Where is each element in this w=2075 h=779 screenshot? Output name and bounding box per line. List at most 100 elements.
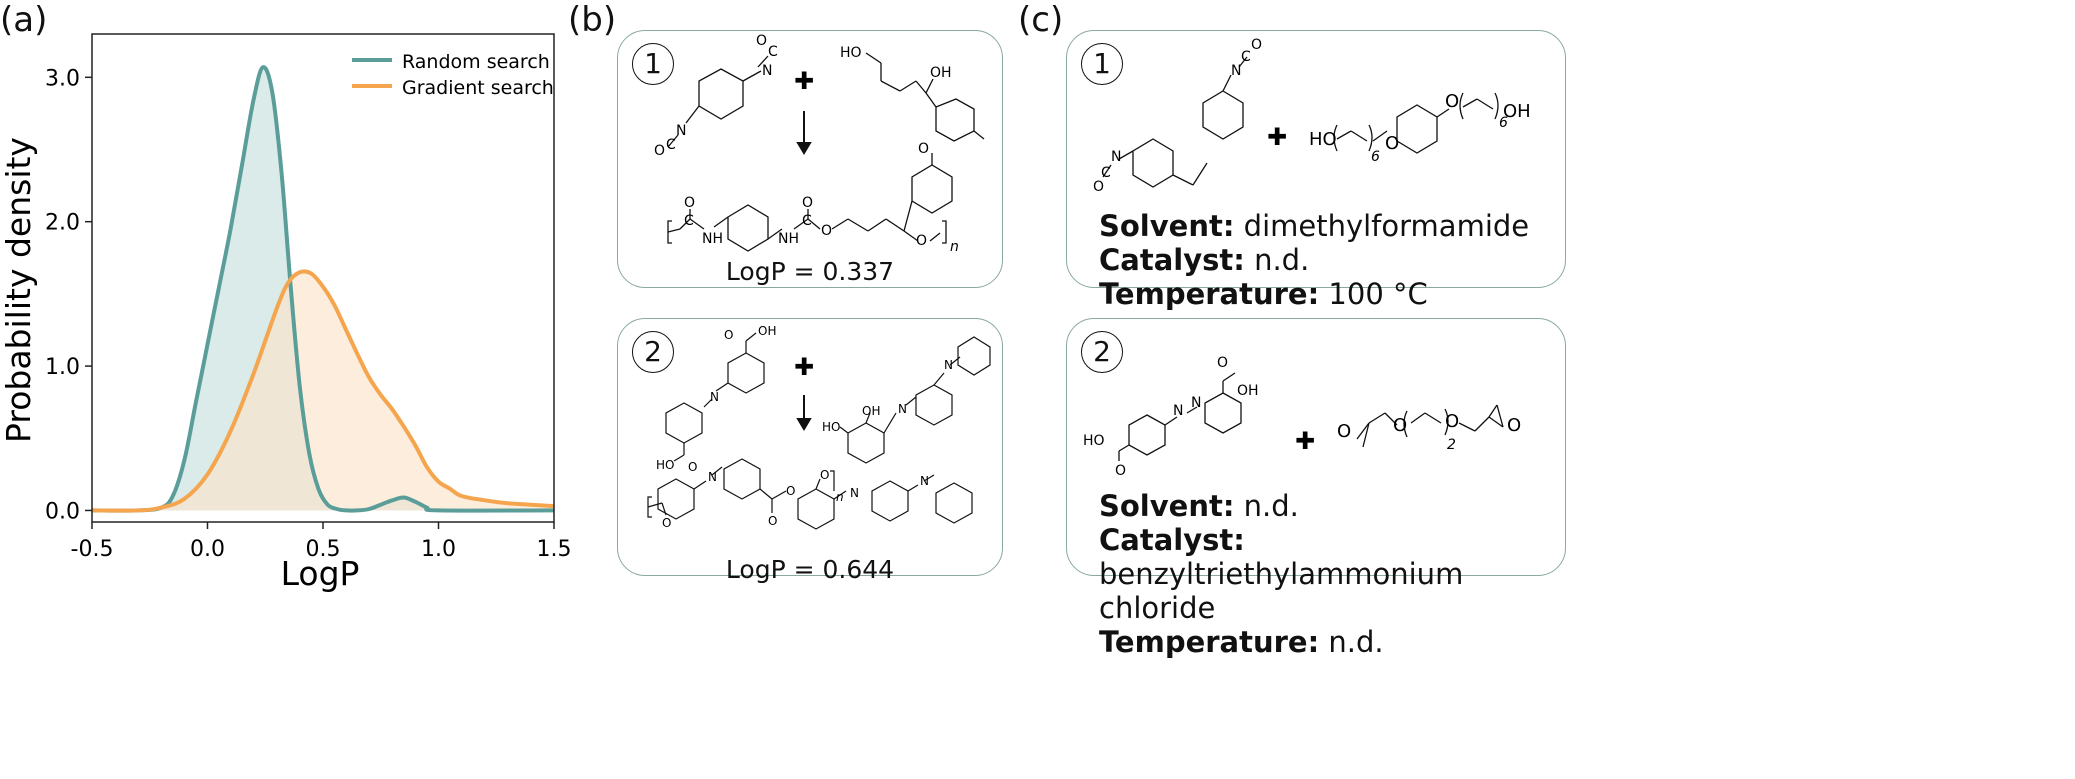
polyurethane-structure xyxy=(667,153,953,252)
plus-sign: ✚ xyxy=(794,353,814,381)
temperature-line: Temperature: 100 °C xyxy=(1099,277,1428,311)
catalyst-line: Catalyst: n.d. xyxy=(1099,243,1310,277)
x-tick-label: 0.0 xyxy=(190,537,225,562)
area-gradient-search xyxy=(92,271,554,511)
atom-o: O xyxy=(1445,91,1459,112)
y-tick-label: 2.0 xyxy=(45,211,80,236)
atom-n: N xyxy=(944,358,953,372)
temperature-line: Temperature: n.d. xyxy=(1099,625,1384,659)
chart-lines xyxy=(91,65,555,513)
legend-label-gradient: Gradient search xyxy=(402,77,554,99)
atom-c: C xyxy=(666,137,676,153)
conditions-1: Solvent: dimethylformamide Catalyst: n.d… xyxy=(1099,209,1529,311)
panel-a-label: (a) xyxy=(0,0,48,40)
panel-b-label: (b) xyxy=(568,0,617,40)
subscript-six: 6 xyxy=(1499,115,1508,131)
x-tick-label: 1.5 xyxy=(537,537,572,562)
card-number: 2 xyxy=(1081,331,1123,373)
atom-n: N xyxy=(1191,395,1201,411)
monomer-scheme-2: HO O N N O OH ✚ O O 2 O O xyxy=(1083,355,1521,479)
reaction-arrow xyxy=(796,395,812,431)
repeat-n: n xyxy=(836,490,844,504)
reaction-scheme-1: N C O N C O ✚ HO OH xyxy=(654,33,985,255)
atom-oh: OH xyxy=(1503,101,1531,122)
atom-o: O xyxy=(1093,179,1104,195)
repeat-n: n xyxy=(950,239,959,255)
area-random-search xyxy=(92,67,554,511)
diol-structure xyxy=(865,52,985,142)
atom-ho: HO xyxy=(656,458,674,472)
solvent-line: Solvent: n.d. xyxy=(1099,489,1299,523)
atom-ho: HO xyxy=(1083,433,1105,449)
y-tick-label: 0.0 xyxy=(45,499,80,524)
mdi-structure xyxy=(1102,56,1248,188)
atom-o: O xyxy=(684,195,695,211)
atom-oh: OH xyxy=(1237,383,1259,399)
atom-ho: HO xyxy=(822,420,840,434)
panel-b-card-2: 2 O OH N HO O ✚ xyxy=(617,318,1003,584)
atom-oh: OH xyxy=(862,404,880,418)
atom-n: N xyxy=(708,470,717,484)
x-tick-label: 1.0 xyxy=(421,537,456,562)
azo-diacid-structure xyxy=(1118,372,1242,461)
atom-oh: OH xyxy=(930,65,952,81)
x-axis-ticks: -0.5 0.0 0.5 1.0 1.5 xyxy=(71,522,572,562)
y-axis-label: Probability density xyxy=(0,137,38,443)
atom-o: O xyxy=(1385,133,1399,154)
atom-o: O xyxy=(918,141,929,157)
x-tick-label: -0.5 xyxy=(71,537,114,562)
line-gradient-search xyxy=(91,269,555,513)
atom-n: N xyxy=(1111,149,1121,165)
atom-c: C xyxy=(802,213,812,229)
solvent-line: Solvent: dimethylformamide xyxy=(1099,209,1530,243)
atom-c: C xyxy=(1241,49,1251,65)
panel-b-card-1: 1 N C O N C O ✚ HO OH xyxy=(617,30,1003,288)
reaction-scheme-2: O OH N HO O ✚ OH HO N N xyxy=(647,324,991,530)
conditions-2: Solvent: n.d. Catalyst: benzyltriethylam… xyxy=(1099,489,1565,659)
x-tick-label: 0.5 xyxy=(306,537,341,562)
atom-n: N xyxy=(920,474,929,488)
atom-n: N xyxy=(710,390,719,404)
plus-sign: ✚ xyxy=(1267,123,1287,151)
atom-o: O xyxy=(756,33,767,49)
legend-label-random: Random search xyxy=(402,51,550,73)
plus-sign: ✚ xyxy=(794,67,814,95)
x-axis-label: LogP xyxy=(281,554,360,593)
atom-c: C xyxy=(768,44,778,60)
diisocyanate-structure xyxy=(667,55,769,148)
atom-o: O xyxy=(786,484,795,498)
atom-o: O xyxy=(1337,421,1351,442)
atom-n: N xyxy=(1231,63,1241,79)
y-tick-label: 1.0 xyxy=(45,355,80,380)
atom-o: O xyxy=(1393,415,1407,436)
catalyst-line: Catalyst: benzyltriethylammonium chlorid… xyxy=(1099,523,1464,625)
legend: Random search Gradient search xyxy=(352,51,554,99)
atom-o: O xyxy=(724,328,733,342)
card-number: 1 xyxy=(632,43,674,85)
atom-oh: OH xyxy=(758,324,776,338)
panel-c-label: (c) xyxy=(1018,0,1064,40)
atom-o: O xyxy=(802,195,813,211)
subscript-two: 2 xyxy=(1447,437,1456,453)
atom-c: C xyxy=(1101,165,1111,181)
atom-o: O xyxy=(662,516,671,530)
logp-value: LogP = 0.644 xyxy=(725,555,895,584)
polymer-structure xyxy=(647,458,973,530)
card-number: 2 xyxy=(632,331,674,373)
diglycidyl-ether-structure xyxy=(1356,404,1504,448)
chart-areas xyxy=(92,67,554,511)
atom-o: O xyxy=(688,460,697,474)
atom-o: O xyxy=(1445,411,1459,432)
atom-o: O xyxy=(1251,37,1262,53)
hydroxy-imine-structure xyxy=(839,336,991,464)
atom-ho: HO xyxy=(840,45,862,61)
atom-o: O xyxy=(768,514,777,528)
atom-o: O xyxy=(916,233,927,249)
atom-ho: HO xyxy=(1309,129,1337,150)
atom-o: O xyxy=(820,468,829,482)
subscript-six: 6 xyxy=(1371,149,1380,165)
atom-o: O xyxy=(654,143,665,159)
atom-o: O xyxy=(1115,463,1126,479)
density-chart: -0.5 0.0 0.5 1.0 1.5 0.0 1.0 2.0 3.0 LogP Proba… xyxy=(0,33,572,593)
monomer-scheme-1: N C O N C O ✚ HO 6 O O 6 OH xyxy=(1093,37,1531,195)
